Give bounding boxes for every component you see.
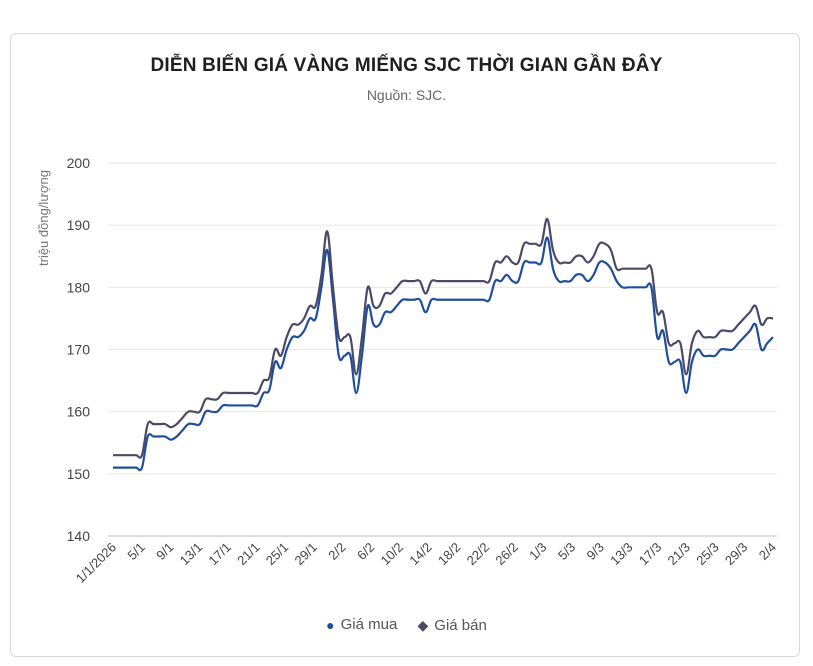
x-tick-label: 13/1 — [177, 540, 206, 569]
y-tick-label: 190 — [67, 217, 91, 233]
x-tick-label: 5/1 — [124, 540, 147, 563]
x-tick-label: 17/3 — [636, 540, 665, 569]
series-line-gia-ban — [112, 217, 774, 459]
series-line-gia-mua — [113, 236, 774, 472]
x-tick-label: 25/1 — [263, 540, 292, 569]
x-tick-label: 6/2 — [354, 540, 377, 563]
x-tick-label: 13/3 — [607, 540, 636, 569]
y-axis-ticks: 140 150 160 170 180 190 200 — [67, 155, 91, 544]
x-tick-label: 9/1 — [153, 540, 176, 563]
x-tick-label: 22/2 — [464, 540, 493, 569]
x-tick-label: 1/3 — [526, 540, 549, 563]
chart-card — [10, 33, 800, 657]
x-tick-label: 29/1 — [291, 540, 320, 569]
x-tick-label: 5/3 — [555, 540, 578, 563]
y-tick-label: 160 — [67, 404, 91, 420]
x-tick-label: 1/1/2026 — [73, 540, 119, 586]
grid-lines — [108, 162, 777, 537]
y-tick-label: 150 — [67, 466, 91, 482]
legend: ● Giá mua ◆ Giá bán — [0, 616, 813, 634]
series-lines — [112, 217, 774, 472]
x-tick-label: 10/2 — [378, 540, 407, 569]
y-tick-label: 170 — [67, 342, 91, 358]
y-tick-label: 200 — [67, 155, 91, 171]
x-tick-label: 14/2 — [406, 540, 435, 569]
y-axis-label: triệu đồng/lượng — [36, 170, 51, 266]
y-tick-label: 180 — [67, 279, 91, 295]
x-tick-label: 21/1 — [234, 540, 263, 569]
legend-label-sell: Giá bán — [434, 616, 487, 634]
x-tick-label: 2/4 — [756, 540, 779, 563]
x-axis-ticks: 1/1/2026 5/1 9/1 13/1 17/1 21/1 25/1 29/1 2/2 6/2… — [73, 540, 779, 586]
x-tick-label: 9/3 — [584, 540, 607, 563]
legend-label-buy: Giá mua — [340, 616, 398, 633]
x-tick-label: 17/1 — [205, 540, 234, 569]
x-tick-label: 18/2 — [435, 540, 464, 569]
legend-marker-buy-icon: ● — [326, 616, 335, 633]
chart-title: DIỄN BIẾN GIÁ VÀNG MIẾNG SJC THỜI GIAN G… — [150, 55, 663, 76]
legend-item-buy[interactable]: ● Giá mua — [326, 616, 397, 633]
x-tick-label: 2/2 — [325, 540, 348, 563]
chart-subtitle: Nguồn: SJC. — [366, 87, 447, 103]
y-tick-label: 140 — [67, 528, 91, 544]
x-tick-label: 26/2 — [492, 540, 521, 569]
legend-marker-sell-icon: ◆ — [417, 616, 429, 633]
x-tick-label: 25/3 — [693, 540, 722, 569]
legend-item-sell[interactable]: ◆ Giá bán — [418, 617, 487, 634]
x-tick-label: 29/3 — [722, 540, 751, 569]
x-tick-label: 21/3 — [665, 540, 694, 569]
